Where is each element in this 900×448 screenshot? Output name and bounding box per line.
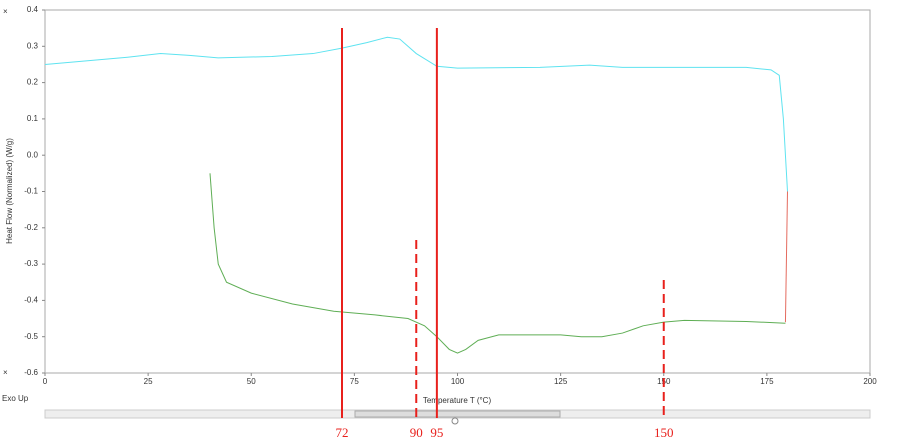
y-tick-label: -0.4 — [24, 296, 38, 305]
data-line — [784, 191, 788, 323]
corner-x: × — [3, 7, 8, 16]
x-tick-label: 0 — [43, 377, 48, 386]
x-tick-label: 100 — [451, 377, 465, 386]
y-tick-label: 0.4 — [27, 5, 39, 14]
x-axis-label: Temperature T (°C) — [423, 396, 492, 405]
y-tick-label: -0.5 — [24, 332, 38, 341]
y-tick-label: 0.1 — [27, 114, 39, 123]
y-tick-label: 0.0 — [27, 150, 39, 159]
marker-label: 95 — [430, 425, 443, 440]
x-tick-label: 175 — [760, 377, 774, 386]
y-tick-label: -0.1 — [24, 187, 38, 196]
y-tick-label: 0.2 — [27, 78, 39, 87]
scroll-thumb[interactable] — [354, 410, 561, 418]
marker-label: 90 — [410, 425, 423, 440]
x-tick-label: 75 — [350, 377, 359, 386]
scroll-knob[interactable] — [451, 417, 459, 425]
x-tick-label: 125 — [554, 377, 568, 386]
marker-label: 72 — [336, 425, 349, 440]
scrollbar[interactable] — [44, 409, 871, 425]
plot-frame — [44, 9, 871, 374]
y-tick-label: -0.6 — [24, 368, 38, 377]
x-tick-label: 50 — [247, 377, 256, 386]
y-axis-label: Heat Flow (Normalized) (W/g) — [5, 138, 14, 244]
data-line — [44, 36, 788, 192]
data-line — [209, 173, 786, 354]
x-tick-label: 200 — [863, 377, 877, 386]
x-tick-label: 25 — [144, 377, 153, 386]
y-tick-label: 0.3 — [27, 41, 39, 50]
y-tick-label: -0.3 — [24, 259, 38, 268]
y-tick-label: -0.2 — [24, 223, 38, 232]
corner-x: × — [3, 368, 8, 377]
annotation: Exo Up — [2, 394, 29, 403]
marker-label: 150 — [654, 425, 674, 440]
